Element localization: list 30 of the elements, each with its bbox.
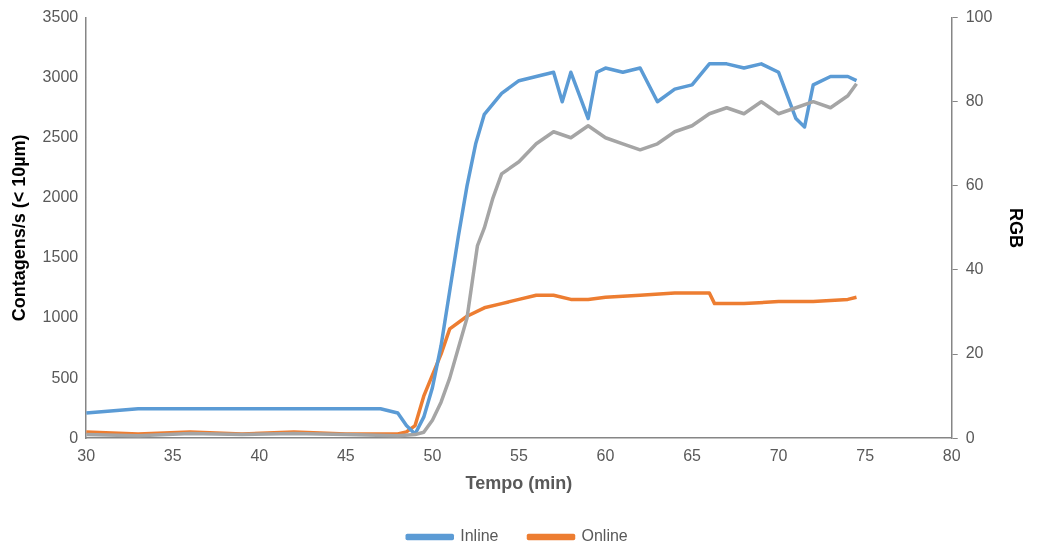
y2-tick-label: 20 — [965, 344, 984, 362]
y-tick-label: 2000 — [42, 188, 79, 206]
y-tick-label: 2500 — [42, 128, 79, 146]
y-axis-title: Contagens/s (< 10µm) — [8, 134, 29, 322]
y2-tick-label: 80 — [965, 92, 984, 110]
legend-label: Online — [581, 527, 628, 545]
legend-label: Inline — [460, 527, 499, 545]
y2-tick-label: 60 — [965, 176, 984, 194]
x-tick-label: 55 — [510, 447, 528, 465]
y-tick-label: 3500 — [42, 8, 79, 26]
y2-tick-label: 0 — [965, 428, 975, 446]
x-tick-label: 60 — [596, 447, 615, 465]
x-tick-label: 30 — [77, 447, 96, 465]
x-tick-label: 40 — [250, 447, 269, 465]
y2-axis-title: RGB — [1006, 207, 1027, 248]
x-tick-label: 45 — [336, 447, 355, 465]
y-tick-label: 1000 — [42, 308, 79, 326]
y2-tick-label: 40 — [965, 260, 984, 278]
x-tick-label: 50 — [423, 447, 442, 465]
x-axis-title: Tempo (min) — [465, 473, 573, 494]
x-tick-label: 75 — [856, 447, 875, 465]
y2-tick-label: 100 — [965, 8, 993, 26]
x-tick-label: 35 — [163, 447, 182, 465]
y-tick-label: 0 — [69, 428, 79, 446]
x-tick-label: 80 — [942, 447, 961, 465]
y-tick-label: 500 — [51, 368, 79, 386]
x-tick-label: 70 — [769, 447, 788, 465]
y-tick-label: 3000 — [42, 68, 79, 86]
y-tick-label: 1500 — [42, 248, 79, 266]
x-tick-label: 65 — [683, 447, 702, 465]
